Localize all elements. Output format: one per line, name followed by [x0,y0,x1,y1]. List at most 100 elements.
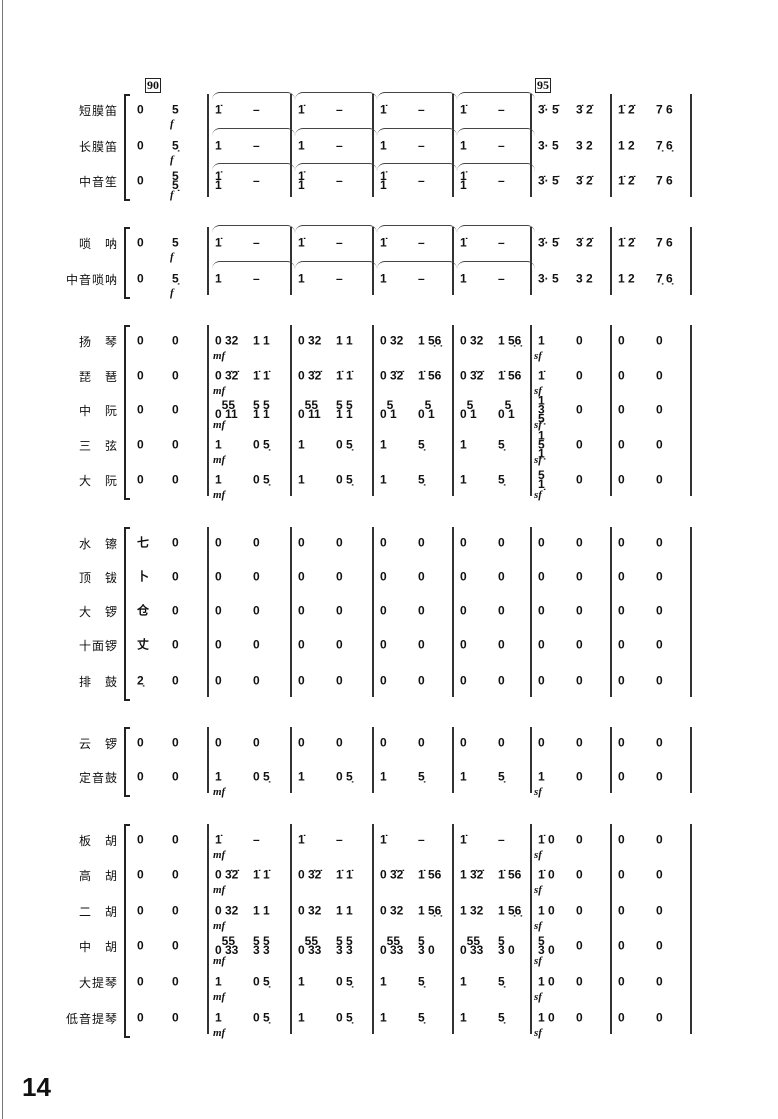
dynamic-mark: mf [213,489,226,501]
note-cell: 0 [418,735,425,750]
note-cell: 1 1 [336,333,353,348]
dynamic-mark: sf [534,1027,542,1039]
instrument-label: 水 镲 [78,537,118,551]
note-cell: 0 [336,673,343,688]
note-cell: 0 5̣ [336,437,353,452]
note-cell: 0 3̇2̇ [298,867,322,882]
note-cell: 0 [172,569,179,584]
note-cell: 0 32 [380,333,404,348]
note-cell: 0 [656,333,663,348]
note-cell: 0 [618,1010,625,1025]
note-cell: 5 5 3 3 [253,934,270,957]
note-cell: 0 [253,673,260,688]
dynamic-mark: sf [534,920,542,932]
note-cell: 1 [298,1010,305,1025]
note-cell: 1 [380,138,387,153]
note-cell: 7̣ 6̣ [656,271,673,286]
barline [452,325,454,496]
note-cell: 0 [172,535,179,550]
note-cell: 5 3 0 [498,934,515,957]
note-cell: 55 0 11 [298,398,321,421]
note-cell: 仓 [137,603,150,618]
note-cell: 0 3̇2̇ [215,368,239,383]
note-cell: 0 [460,735,467,750]
barline [452,94,454,197]
note-cell: 0 [498,535,505,550]
note-cell: 0 3̇2̇ [380,867,404,882]
note-cell: 0 [576,402,583,417]
group-bracket [124,824,130,1038]
dynamic-mark: mf [213,385,226,397]
tie-slur [295,225,377,234]
instrument-label: 大提琴 [78,976,118,990]
note-cell: 0 [418,603,425,618]
instrument-label: 大 锣 [78,605,118,619]
note-cell: 1 0 [538,974,555,989]
note-cell: 55 0 33 [298,934,322,957]
tie-slur [295,163,377,172]
note-cell: 3̇ 2̇ [576,235,593,250]
note-cell: 0 [253,603,260,618]
instrument-label: 中音唢呐 [65,273,118,287]
note-cell: 5̣ [498,974,505,989]
barline [690,94,692,197]
barline [290,325,292,496]
note-cell: 5̣ [498,472,505,487]
note-cell: – [418,235,425,250]
note-cell: 0 [656,832,663,847]
instrument-label: 顶 钹 [78,571,118,585]
note-cell: 1̇ [215,102,222,117]
group-bracket [124,227,130,299]
note-cell: 0 [656,1010,663,1025]
note-cell: 5 0 1 [380,398,397,421]
barline [207,325,209,496]
note-cell: – [418,138,425,153]
note-cell: 5 0 1 [460,398,477,421]
note-cell: 5 1̣ [538,468,545,491]
note-cell: 1 [215,138,222,153]
note-cell: 0 [298,535,305,550]
note-cell: 0 [172,333,179,348]
note-cell: 1 [298,974,305,989]
note-cell: 0 [172,769,179,784]
barline [530,727,532,793]
note-cell: 0 5̣ [336,769,353,784]
note-cell: 0 [656,368,663,383]
dynamic-mark: sf [534,419,542,431]
note-cell: 1̇ [380,102,387,117]
note-cell: 0 [380,735,387,750]
note-cell: 3 2 [576,271,593,286]
note-cell: 1̇ [460,102,467,117]
tie-slur [457,225,535,234]
instrument-label: 中音笙 [78,175,118,189]
note-cell: 0 [380,603,387,618]
note-cell: 55 0 33 [380,934,404,957]
note-cell: 0 [418,569,425,584]
note-cell: – [418,102,425,117]
instrument-label: 云 锣 [78,737,118,751]
note-cell: 1 [215,974,222,989]
note-cell: 0 [576,472,583,487]
note-cell: 1 5̣6̣ [498,903,522,918]
note-cell: 0 [618,472,625,487]
tie-slur [457,128,535,137]
note-cell: 7 6 [656,173,673,188]
note-cell: 0 [618,832,625,847]
instrument-label: 琵 琶 [78,370,118,384]
group-bracket [124,325,130,500]
note-cell: 1 [298,437,305,452]
note-cell: 0 [460,673,467,688]
note-cell: – [253,832,260,847]
note-cell: 5 0 1 [498,398,515,421]
note-cell: 0 [298,569,305,584]
note-cell: – [253,138,260,153]
tie-slur [377,92,457,101]
note-cell: 5 3 0 [418,934,435,957]
barline [610,94,612,197]
note-cell: 0 [336,569,343,584]
note-cell: 0 [538,603,545,618]
barline [610,227,612,295]
note-cell: 0 [618,938,625,953]
note-cell: 0 [618,974,625,989]
note-cell: – [498,173,505,188]
